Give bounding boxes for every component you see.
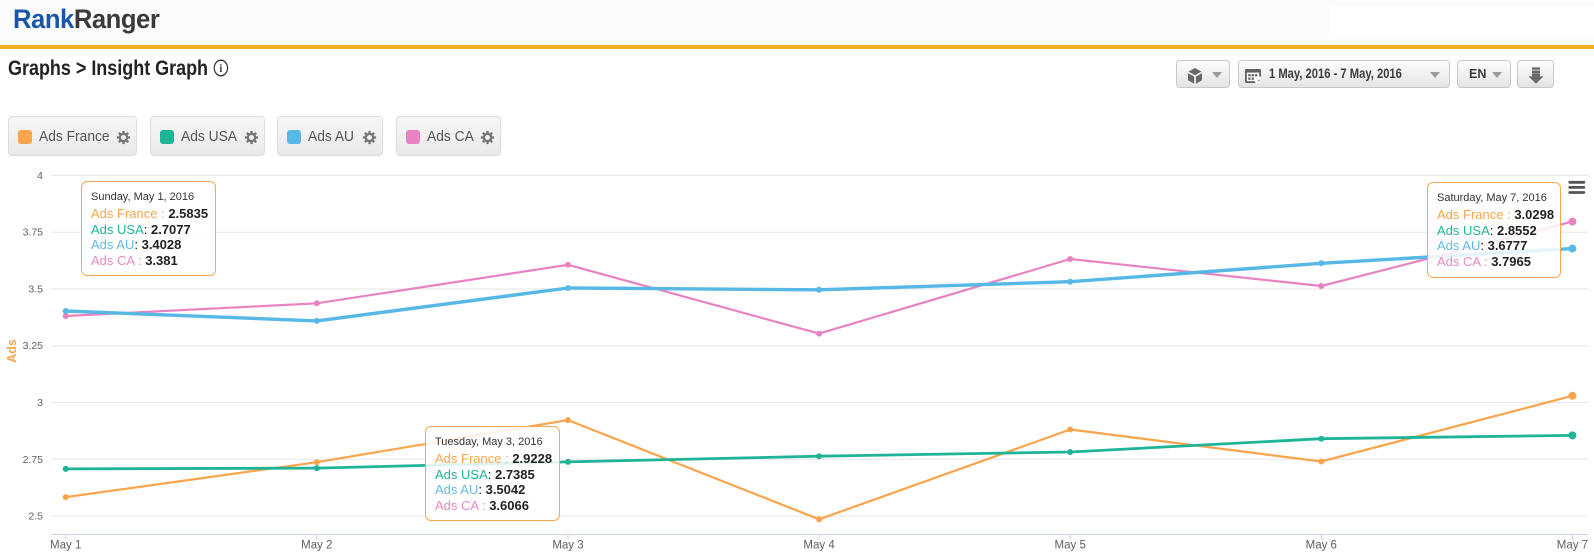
svg-text:May 2: May 2 <box>301 540 332 552</box>
svg-text:May 7: May 7 <box>1557 540 1588 552</box>
svg-text:4: 4 <box>37 170 43 182</box>
svg-text:May 4: May 4 <box>803 540 835 552</box>
svg-text:May 1: May 1 <box>50 540 81 552</box>
svg-text:3.25: 3.25 <box>23 340 44 352</box>
svg-text:May 6: May 6 <box>1306 540 1337 552</box>
svg-text:i: i <box>219 63 222 76</box>
svg-text:2.75: 2.75 <box>23 454 44 466</box>
svg-text:3.5: 3.5 <box>28 284 43 296</box>
svg-text:Ads: Ads <box>5 339 19 363</box>
svg-text:3: 3 <box>37 397 43 409</box>
svg-text:May 3: May 3 <box>552 540 583 552</box>
svg-text:2.5: 2.5 <box>28 511 43 523</box>
svg-text:3.75: 3.75 <box>23 227 44 239</box>
svg-text:May 5: May 5 <box>1055 540 1086 552</box>
